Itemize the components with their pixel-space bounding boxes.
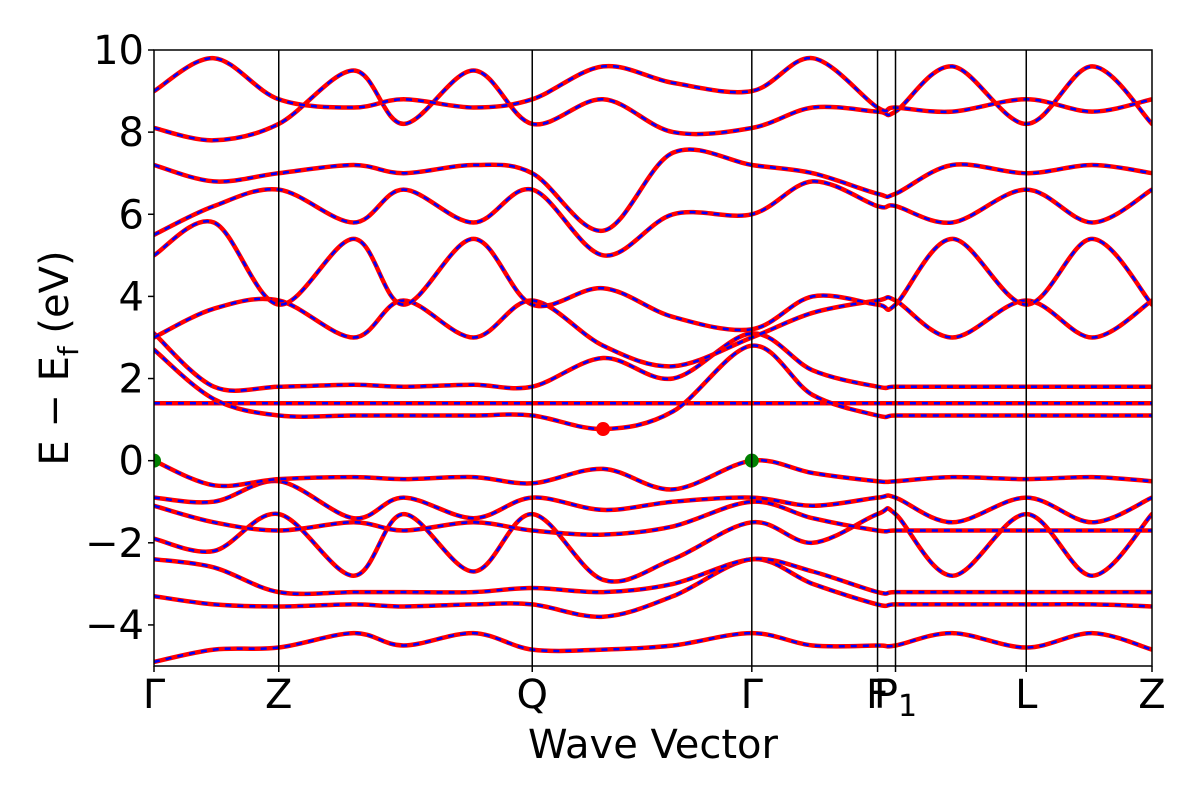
x-tick-label-text-3: Γ xyxy=(741,672,764,718)
band-line-13 xyxy=(154,147,1152,233)
y-axis-ticks: −4 −2 0 2 4 6 8 10 xyxy=(85,28,154,649)
x-tick-label-text-6: L xyxy=(1015,672,1038,718)
plot-frame xyxy=(153,49,1153,667)
band-edge-markers xyxy=(154,422,759,468)
cbm-marker-2 xyxy=(596,422,611,437)
x-axis-label: Wave Vector xyxy=(528,722,779,768)
band-line-dashed-12 xyxy=(154,180,1152,257)
y-tick-label-3: 2 xyxy=(119,357,144,403)
y-axis-label: E − Ef (eV) xyxy=(32,250,85,465)
x-tick-label-sub-5: 1 xyxy=(898,689,917,724)
band-line-dashed-14 xyxy=(154,65,1152,142)
band-line-dashed-6 xyxy=(154,459,1152,491)
y-axis-label-main: E − E xyxy=(32,356,78,466)
kpoint-separators xyxy=(278,50,1028,666)
x-tick-label-text-5: P xyxy=(874,672,898,718)
band-line-3 xyxy=(154,506,1152,584)
x-tick-label-text-2: Q xyxy=(516,672,547,718)
x-tick-label-1: Z xyxy=(265,672,292,718)
x-tick-label-5: P1 xyxy=(874,672,917,724)
y-tick-label-4: 4 xyxy=(119,274,144,320)
band-line-dashed-2 xyxy=(154,557,1152,596)
band-line-9 xyxy=(154,331,1152,393)
y-tick-label-1: −2 xyxy=(85,521,144,567)
y-tick-label-5: 6 xyxy=(119,192,144,238)
x-tick-label-text-7: Z xyxy=(1138,672,1165,718)
x-tick-label-text-1: Z xyxy=(265,672,292,718)
y-axis-label-unit: (eV) xyxy=(32,250,78,346)
band-line-dashed-9 xyxy=(154,332,1152,392)
band-line-12 xyxy=(154,179,1152,258)
x-axis-ticks: Γ Z Q Γ FP1 L Z xyxy=(143,666,1166,724)
x-tick-label-4: F xyxy=(866,672,889,718)
band-line-5 xyxy=(154,478,1152,525)
band-line-dashed-13 xyxy=(154,148,1152,232)
y-tick-label-6: 8 xyxy=(119,110,144,156)
band-line-dashed-10 xyxy=(154,296,1152,368)
band-line-dashed-1 xyxy=(154,557,1152,618)
band-line-15 xyxy=(154,55,1152,115)
vbm-marker-0 xyxy=(154,453,161,468)
band-line-dashed-8 xyxy=(154,344,1152,431)
band-line-dashed-0 xyxy=(154,631,1152,664)
x-tick-label-0: Γ xyxy=(143,672,166,718)
band-line-dashed-11 xyxy=(154,220,1152,332)
band-line-0 xyxy=(154,630,1152,665)
band-line-dashed-4 xyxy=(154,500,1152,536)
y-tick-label-0: −4 xyxy=(85,603,144,649)
x-tick-label-2: Q xyxy=(516,672,547,718)
x-tick-label-6: L xyxy=(1015,672,1038,718)
x-tick-label-text-4: F xyxy=(866,672,889,718)
x-tick-label-3: Γ xyxy=(741,672,764,718)
band-lines xyxy=(154,55,1152,665)
band-line-dashed-15 xyxy=(154,56,1152,114)
x-tick-label-text-0: Γ xyxy=(143,672,166,718)
y-tick-label-2: 0 xyxy=(119,439,144,485)
band-line-dashed-3 xyxy=(154,507,1152,583)
x-tick-label-7: Z xyxy=(1138,672,1165,718)
y-axis-label-sub: f xyxy=(52,345,85,356)
y-tick-label-7: 10 xyxy=(93,28,144,74)
